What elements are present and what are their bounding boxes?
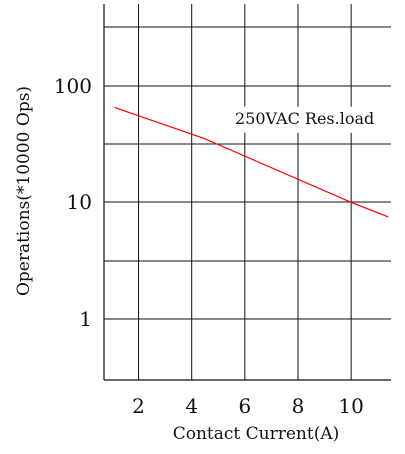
x-tick-label-3: 8 xyxy=(292,394,305,418)
y-tick-label-2: 100 xyxy=(54,74,92,98)
x-tick-labels: 2 4 6 8 10 xyxy=(132,394,364,418)
x-tick-label-4: 10 xyxy=(338,394,363,418)
x-axis-title: Contact Current(A) xyxy=(173,424,340,444)
grid-lines xyxy=(104,4,391,380)
x-tick-label-2: 6 xyxy=(238,394,251,418)
y-axis-title: Operations(*10000 Ops) xyxy=(14,86,34,296)
y-tick-labels: 1 10 100 xyxy=(54,74,92,331)
series-lines xyxy=(114,106,389,218)
y-tick-label-1: 10 xyxy=(67,190,92,214)
annotation-label-background xyxy=(227,106,382,133)
x-tick-label-1: 4 xyxy=(185,394,198,418)
series-line-0 xyxy=(114,106,389,218)
annotation-label: 250VAC Res.load xyxy=(235,109,374,128)
x-tick-label-0: 2 xyxy=(132,394,145,418)
chart-axes xyxy=(103,4,391,381)
y-tick-label-0: 1 xyxy=(79,307,92,331)
annotation-background xyxy=(227,106,382,133)
